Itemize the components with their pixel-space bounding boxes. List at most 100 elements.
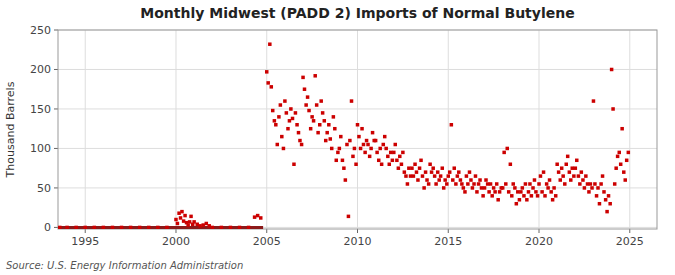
point xyxy=(627,151,631,155)
point xyxy=(335,159,339,163)
point xyxy=(307,109,311,113)
point xyxy=(477,182,481,186)
point xyxy=(363,151,367,155)
y-tick xyxy=(54,187,58,188)
point xyxy=(460,182,464,186)
point xyxy=(380,162,384,166)
point xyxy=(504,182,508,186)
point xyxy=(353,147,357,151)
point xyxy=(540,190,544,194)
y-axis-label: Thousand Barrels xyxy=(4,81,17,178)
point xyxy=(465,174,469,178)
point xyxy=(419,159,423,163)
chart: Monthly Midwest (PADD 2) Imports of Norm… xyxy=(0,0,675,275)
point xyxy=(259,216,263,220)
point xyxy=(289,107,293,111)
point xyxy=(418,166,422,170)
point xyxy=(415,170,419,174)
point xyxy=(329,137,333,141)
point xyxy=(569,178,573,182)
point xyxy=(298,139,302,143)
point xyxy=(516,190,520,194)
point xyxy=(510,194,513,198)
point xyxy=(443,178,447,182)
point xyxy=(348,139,352,143)
plot-area xyxy=(58,42,630,229)
axes: 0501001502002501995200020052010201520202… xyxy=(30,24,657,248)
point xyxy=(533,178,537,182)
point xyxy=(285,111,289,115)
point xyxy=(555,162,559,166)
point xyxy=(362,143,366,147)
y-tick xyxy=(54,148,58,149)
point xyxy=(433,174,437,178)
point xyxy=(502,151,506,155)
point xyxy=(466,182,470,186)
title: Monthly Midwest (PADD 2) Imports of Norm… xyxy=(140,5,574,21)
x-tick xyxy=(629,229,630,233)
point xyxy=(65,226,69,229)
point xyxy=(561,174,565,178)
point xyxy=(424,170,428,174)
point xyxy=(430,170,434,174)
point xyxy=(445,182,449,186)
point xyxy=(280,135,284,139)
point xyxy=(186,223,190,227)
point xyxy=(341,159,345,163)
point xyxy=(534,190,538,194)
point xyxy=(564,162,568,166)
point xyxy=(436,170,440,174)
y-tick-label: 0 xyxy=(44,221,51,234)
point xyxy=(176,222,180,226)
point xyxy=(369,147,373,151)
point xyxy=(605,210,609,214)
source-note: Source: U.S. Energy Information Administ… xyxy=(6,260,243,271)
point xyxy=(174,218,178,222)
point xyxy=(188,220,192,224)
y-tick xyxy=(54,30,58,31)
point xyxy=(595,194,599,198)
x-tick xyxy=(175,229,176,233)
point xyxy=(345,143,349,147)
point xyxy=(313,74,317,78)
point xyxy=(554,194,558,198)
plot-frame xyxy=(58,30,657,229)
x-tick xyxy=(85,229,86,233)
x-grid-line xyxy=(175,30,176,229)
point xyxy=(165,226,169,229)
point xyxy=(207,224,211,228)
point xyxy=(247,226,251,229)
point xyxy=(318,123,322,127)
point xyxy=(519,190,523,194)
point xyxy=(332,115,336,119)
point xyxy=(295,123,299,127)
point xyxy=(548,178,552,182)
point xyxy=(111,226,115,229)
point xyxy=(608,202,612,206)
point xyxy=(471,186,475,190)
point xyxy=(568,170,572,174)
point xyxy=(598,202,602,206)
point xyxy=(413,162,417,166)
point xyxy=(524,182,528,186)
point xyxy=(406,182,410,186)
point xyxy=(304,103,308,107)
point xyxy=(507,190,511,194)
point xyxy=(256,214,260,218)
point xyxy=(506,147,510,151)
point xyxy=(480,186,484,190)
point xyxy=(527,190,531,194)
point xyxy=(386,155,390,159)
point xyxy=(392,151,396,155)
point xyxy=(198,224,202,228)
point xyxy=(365,139,369,143)
zero-line xyxy=(58,226,263,229)
point xyxy=(301,76,305,80)
point xyxy=(451,178,455,182)
point xyxy=(583,186,587,190)
point xyxy=(622,170,626,174)
point xyxy=(211,226,215,229)
point xyxy=(459,178,463,182)
point xyxy=(625,159,629,163)
point xyxy=(617,151,621,155)
